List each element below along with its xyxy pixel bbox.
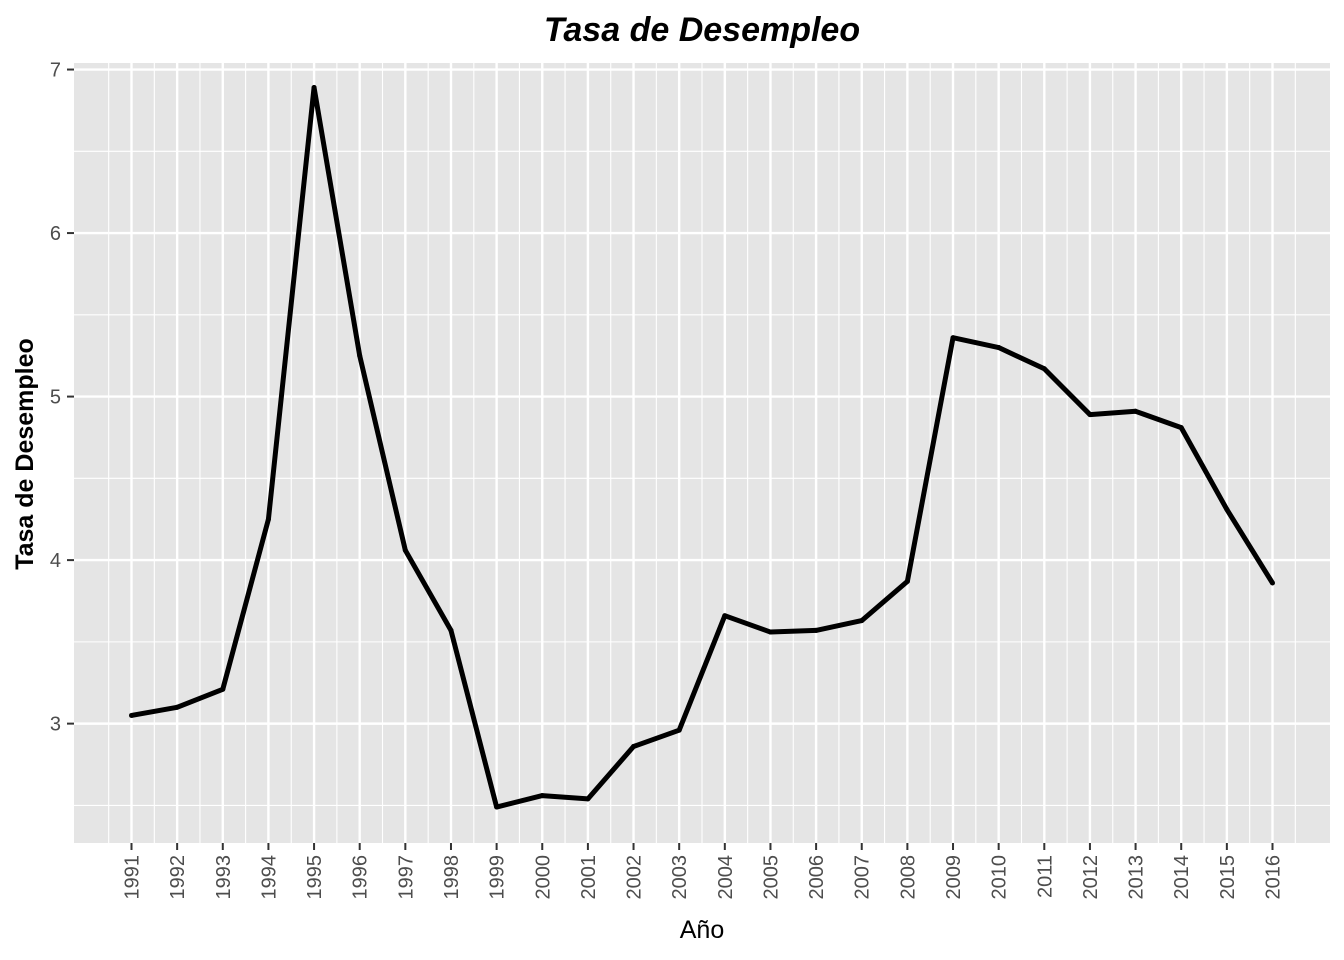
x-axis: 1991 1992 1993 1994 1995 1996 1997 1998 1999 2000… <box>122 843 1285 900</box>
data-point <box>904 578 910 584</box>
series-layer <box>129 85 1275 810</box>
data-point <box>1041 366 1047 372</box>
x-tick-label: 1993 <box>213 855 235 900</box>
data-point <box>1270 580 1275 586</box>
x-tick-label: 2014 <box>1171 855 1193 900</box>
x-tick-label: 1996 <box>350 855 372 900</box>
x-tick-label: 1999 <box>487 855 509 900</box>
x-tick-label: 2010 <box>989 855 1011 900</box>
data-point <box>767 629 773 635</box>
minor-gridlines <box>74 63 1330 843</box>
chart-title: Tasa de Desempleo <box>544 11 860 49</box>
x-tick-label: 1998 <box>441 855 463 900</box>
x-axis-title: Año <box>680 916 724 944</box>
x-tick-label: 2015 <box>1217 855 1239 900</box>
data-point <box>311 85 317 91</box>
x-tick-label: 1995 <box>304 855 326 900</box>
x-tick-label: 2002 <box>624 855 646 900</box>
data-point <box>996 345 1002 351</box>
x-tick-label: 2005 <box>760 855 782 900</box>
data-point <box>1087 412 1093 418</box>
x-tick-label: 2008 <box>897 855 919 900</box>
x-tick-label: 2004 <box>715 855 737 900</box>
data-point <box>265 516 271 522</box>
y-tick-label: 5 <box>50 387 61 409</box>
x-tick-label: 2016 <box>1263 855 1285 900</box>
y-tick-label: 3 <box>50 714 61 736</box>
data-point <box>357 353 363 359</box>
data-point <box>1133 408 1139 414</box>
data-point <box>950 335 956 341</box>
x-tick-label: 1991 <box>122 855 144 900</box>
series-line-0 <box>131 85 1275 810</box>
data-point <box>539 793 545 799</box>
y-axis-title: Tasa de Desempleo <box>11 338 39 570</box>
x-tick-label: 2000 <box>532 855 554 900</box>
x-tick-label: 2006 <box>806 855 828 900</box>
data-point <box>402 547 408 553</box>
x-tick-label: 2003 <box>669 855 691 900</box>
data-point <box>676 727 682 733</box>
x-tick-label: 2009 <box>943 855 965 900</box>
data-point <box>220 686 226 692</box>
data-point <box>585 796 591 802</box>
data-point <box>813 627 819 633</box>
x-tick-label: 2001 <box>578 855 600 900</box>
data-point <box>1178 425 1184 431</box>
data-point <box>1224 506 1230 512</box>
x-tick-label: 1994 <box>258 855 280 900</box>
y-tick-label: 7 <box>50 60 61 82</box>
data-point <box>631 744 637 750</box>
data-point <box>494 804 500 810</box>
data-point <box>174 704 180 710</box>
x-tick-label: 1997 <box>395 855 417 900</box>
data-point <box>859 618 865 624</box>
x-tick-label: 2011 <box>1034 855 1056 898</box>
x-tick-label: 2013 <box>1126 855 1148 900</box>
x-tick-label: 2012 <box>1080 855 1102 900</box>
y-tick-label: 4 <box>50 550 61 572</box>
y-axis: 3 4 5 6 7 <box>50 60 74 736</box>
x-tick-label: 1992 <box>167 855 189 900</box>
data-point <box>722 613 728 619</box>
data-point <box>129 712 134 718</box>
y-tick-label: 6 <box>50 223 61 245</box>
x-tick-label: 2007 <box>852 855 874 900</box>
data-point <box>448 627 454 633</box>
